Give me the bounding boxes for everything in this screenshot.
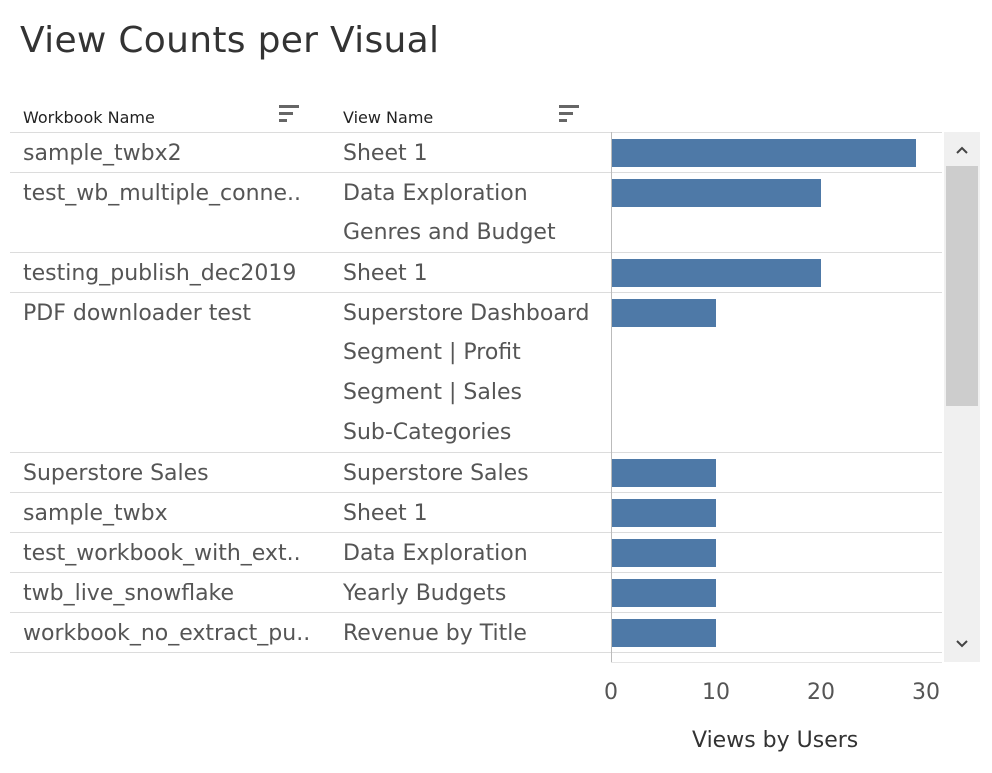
workbook-name-cell: test_wb_multiple_conne.. xyxy=(23,181,302,206)
view-name-header[interactable]: View Name xyxy=(343,108,434,127)
workbook-name-cell: PDF downloader test xyxy=(23,301,252,326)
bar[interactable] xyxy=(611,459,716,487)
workbook-name-cell xyxy=(23,332,333,372)
table-row[interactable]: Segment | Sales xyxy=(10,372,942,412)
table-row[interactable]: test_wb_multiple_conne.. Data Exploration xyxy=(10,172,942,213)
bar[interactable] xyxy=(611,499,716,527)
x-axis-title: Views by Users xyxy=(692,728,859,753)
bar[interactable] xyxy=(611,299,716,327)
view-name-cell: Segment | Profit xyxy=(343,340,521,365)
bar[interactable] xyxy=(611,579,716,607)
bar[interactable] xyxy=(611,139,916,167)
x-tick-label: 30 xyxy=(912,680,940,705)
sort-icon[interactable] xyxy=(279,102,299,124)
vertical-scrollbar[interactable] xyxy=(944,132,980,662)
workbook-name-cell: test_workbook_with_ext.. xyxy=(23,541,301,566)
workbook-name-cell: Superstore Sales xyxy=(23,461,209,486)
table-row[interactable]: twb_live_snowflake Yearly Budgets xyxy=(10,572,942,613)
bar[interactable] xyxy=(611,539,716,567)
chevron-down-icon[interactable] xyxy=(944,630,980,660)
scroll-thumb[interactable] xyxy=(946,166,978,406)
view-name-cell: Genres and Budget xyxy=(343,220,556,245)
workbook-name-cell: workbook_no_extract_pu.. xyxy=(23,621,311,646)
table-row[interactable]: Superstore Sales Superstore Sales xyxy=(10,452,942,493)
view-name-cell: Data Exploration xyxy=(343,181,528,206)
chevron-up-icon[interactable] xyxy=(944,136,980,166)
x-tick-label: 0 xyxy=(604,680,618,705)
view-name-cell: Superstore Sales xyxy=(343,461,529,486)
view-name-cell: Sheet 1 xyxy=(343,261,428,286)
table-row[interactable]: PDF downloader test Superstore Dashboard xyxy=(10,292,942,333)
workbook-name-cell xyxy=(23,372,333,412)
table-row[interactable]: testing_publish_dec2019 Sheet 1 xyxy=(10,252,942,293)
bar[interactable] xyxy=(611,259,821,287)
workbook-name-cell xyxy=(23,412,333,452)
x-tick-label: 20 xyxy=(807,680,835,705)
workbook-name-cell: testing_publish_dec2019 xyxy=(23,261,297,286)
x-tick-label: 10 xyxy=(702,680,730,705)
workbook-name-cell: sample_twbx2 xyxy=(23,141,182,166)
workbook-name-header[interactable]: Workbook Name xyxy=(23,108,155,127)
view-name-cell: Data Exploration xyxy=(343,541,528,566)
workbook-name-cell xyxy=(23,212,333,252)
bar[interactable] xyxy=(611,619,716,647)
table-row[interactable]: Sub-Categories xyxy=(10,412,942,452)
view-name-cell: Segment | Sales xyxy=(343,380,522,405)
view-name-cell: Yearly Budgets xyxy=(343,581,507,606)
view-name-cell: Sheet 1 xyxy=(343,501,428,526)
table-row[interactable]: sample_twbx Sheet 1 xyxy=(10,492,942,533)
bar[interactable] xyxy=(611,179,821,207)
table-row xyxy=(10,652,942,662)
view-name-cell: Revenue by Title xyxy=(343,621,527,646)
bar-axis-baseline xyxy=(611,132,612,662)
table-row[interactable]: Segment | Profit xyxy=(10,332,942,372)
view-name-cell: Sub-Categories xyxy=(343,420,512,445)
table-row[interactable]: Genres and Budget xyxy=(10,212,942,252)
table-row[interactable]: test_workbook_with_ext.. Data Exploration xyxy=(10,532,942,573)
table-row[interactable]: workbook_no_extract_pu.. Revenue by Title xyxy=(10,612,942,653)
workbook-name-cell: twb_live_snowflake xyxy=(23,581,235,606)
workbook-name-cell: sample_twbx xyxy=(23,501,168,526)
view-name-cell: Superstore Dashboard xyxy=(343,301,590,326)
page-title: View Counts per Visual xyxy=(20,20,440,61)
x-axis-line xyxy=(611,662,942,663)
table-area: sample_twbx2 Sheet 1 test_wb_multiple_conn… xyxy=(10,132,942,662)
view-name-cell: Sheet 1 xyxy=(343,141,428,166)
table-row[interactable]: sample_twbx2 Sheet 1 xyxy=(10,132,942,173)
sort-icon[interactable] xyxy=(559,102,579,124)
